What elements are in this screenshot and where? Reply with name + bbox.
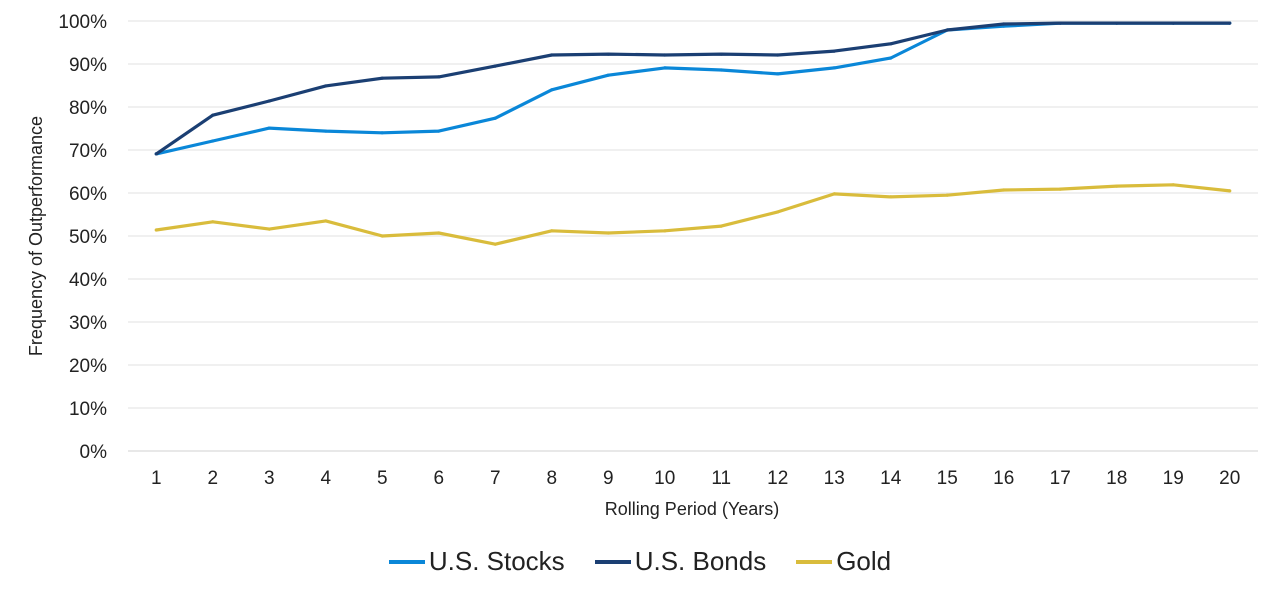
data-point [493, 116, 497, 120]
data-point [380, 131, 384, 135]
y-tick-label: 70% [69, 141, 107, 162]
data-point [889, 56, 893, 60]
x-tick-label: 4 [320, 468, 331, 489]
y-tick-label: 80% [69, 98, 107, 119]
data-point [889, 42, 893, 46]
x-tick-label: 12 [767, 468, 788, 489]
data-point [1002, 22, 1006, 26]
x-tick-label: 10 [654, 468, 675, 489]
x-tick-label: 5 [377, 468, 388, 489]
x-tick-label: 2 [207, 468, 218, 489]
data-point [663, 229, 667, 233]
x-tick-label: 20 [1219, 468, 1240, 489]
legend-label: U.S. Bonds [634, 546, 767, 576]
x-tick-label: 16 [993, 468, 1014, 489]
data-point [324, 84, 328, 88]
data-point [1115, 184, 1119, 188]
data-point [832, 192, 836, 196]
y-tick-label: 20% [69, 356, 107, 377]
x-tick-label: 17 [1050, 468, 1071, 489]
data-point [1171, 21, 1175, 25]
x-tick-label: 7 [490, 468, 501, 489]
legend-item: U.S. Stocks [388, 546, 565, 577]
legend-label: Gold [836, 546, 892, 576]
legend: U.S. Stocks U.S. Bonds Gold [0, 546, 1280, 577]
data-point [663, 66, 667, 70]
x-tick-label: 13 [824, 468, 845, 489]
data-point [267, 227, 271, 231]
data-point [776, 53, 780, 57]
x-tick-label: 19 [1163, 468, 1184, 489]
y-tick-label: 10% [69, 399, 107, 420]
data-point [776, 210, 780, 214]
data-point [719, 52, 723, 56]
y-tick-label: 30% [69, 313, 107, 334]
y-tick-label: 50% [69, 227, 107, 248]
legend-swatch [796, 559, 833, 564]
y-tick-label: 40% [69, 270, 107, 291]
data-point [832, 66, 836, 70]
data-point [267, 99, 271, 103]
x-axis-label: Rolling Period (Years) [605, 499, 779, 519]
data-point [437, 231, 441, 235]
legend-swatch [594, 559, 631, 564]
y-tick-label: 100% [58, 12, 107, 33]
data-point [437, 75, 441, 79]
data-point [154, 228, 158, 232]
data-point [550, 229, 554, 233]
data-point [380, 76, 384, 80]
x-tick-label: 8 [546, 468, 557, 489]
data-point [211, 220, 215, 224]
x-tick-label: 9 [603, 468, 614, 489]
data-point [663, 53, 667, 57]
legend-label: U.S. Stocks [428, 546, 565, 576]
data-point [719, 68, 723, 72]
y-tick-label: 0% [80, 442, 108, 463]
legend-swatch [388, 559, 425, 564]
data-point [550, 53, 554, 57]
data-point [606, 52, 610, 56]
x-tick-label: 3 [264, 468, 275, 489]
y-tick-label: 60% [69, 184, 107, 205]
data-point [493, 64, 497, 68]
data-point [1228, 189, 1232, 193]
data-point [945, 28, 949, 32]
x-tick-label: 14 [880, 468, 902, 489]
data-point [719, 224, 723, 228]
y-axis-label: Frequency of Outperformance [26, 116, 46, 356]
y-tick-label: 90% [69, 55, 107, 76]
data-point [154, 152, 158, 156]
data-point [606, 231, 610, 235]
data-point [889, 195, 893, 199]
data-point [1115, 21, 1119, 25]
data-point [267, 126, 271, 130]
data-point [211, 139, 215, 143]
data-point [776, 72, 780, 76]
data-point [945, 193, 949, 197]
x-tick-label: 11 [711, 468, 731, 489]
data-point [550, 88, 554, 92]
data-point [606, 73, 610, 77]
series-line-u-s-bonds [155, 21, 1230, 156]
data-point [1002, 188, 1006, 192]
x-tick-label: 18 [1106, 468, 1127, 489]
data-point [324, 219, 328, 223]
data-point [832, 49, 836, 53]
data-point [1171, 183, 1175, 187]
series-line-gold [156, 183, 1230, 246]
data-point [1058, 21, 1062, 25]
data-point [211, 113, 215, 117]
data-point [1058, 187, 1062, 191]
data-point [493, 242, 497, 246]
legend-item: Gold [796, 546, 891, 577]
x-tick-label: 1 [151, 468, 162, 489]
x-tick-label: 15 [937, 468, 958, 489]
data-point [324, 129, 328, 133]
legend-item: U.S. Bonds [594, 546, 767, 577]
x-tick-label: 6 [433, 468, 444, 489]
data-point [437, 129, 441, 133]
data-point [1228, 21, 1232, 25]
data-point [380, 234, 384, 238]
